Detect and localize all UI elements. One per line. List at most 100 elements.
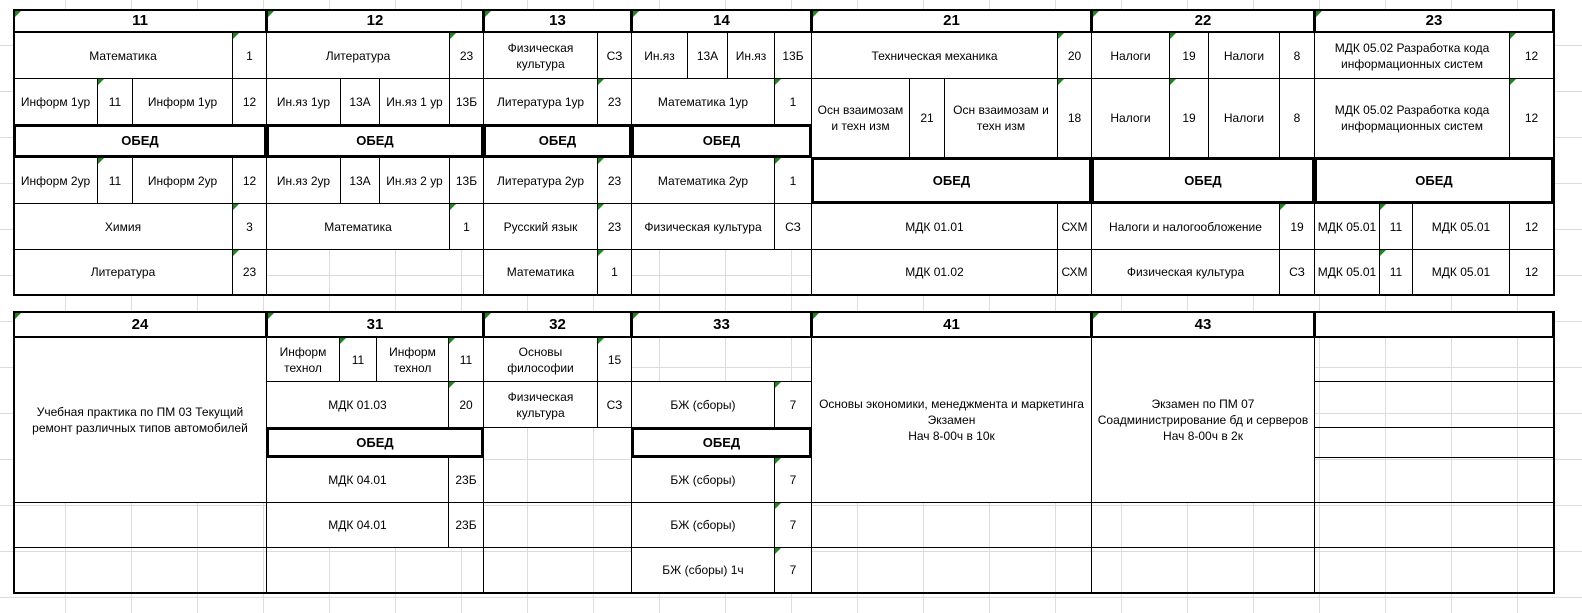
- cell[interactable]: Техническая механика: [811, 32, 1058, 79]
- cell[interactable]: СЗ: [597, 381, 632, 428]
- cell[interactable]: 21: [909, 78, 945, 158]
- group-header[interactable]: 14: [631, 9, 812, 33]
- lunch-break-cell[interactable]: ОБЕД: [631, 124, 812, 158]
- cell[interactable]: 3: [232, 203, 267, 250]
- empty-cell[interactable]: [483, 502, 632, 548]
- cell[interactable]: Литература 2ур: [483, 157, 598, 204]
- cell[interactable]: Математика 1ур: [631, 78, 775, 125]
- cell[interactable]: Ин.яз 2ур: [266, 157, 341, 204]
- cell[interactable]: 12: [1509, 249, 1554, 295]
- cell[interactable]: 19: [1169, 78, 1209, 158]
- group-header[interactable]: 24: [13, 311, 267, 338]
- cell[interactable]: Налоги: [1091, 32, 1170, 79]
- lunch-break-cell[interactable]: ОБЕД: [1314, 157, 1554, 204]
- lunch-break-cell[interactable]: ОБЕД: [13, 124, 267, 158]
- empty-cell[interactable]: [1314, 547, 1554, 593]
- group-header[interactable]: 23: [1314, 9, 1554, 33]
- exam-cell[interactable]: Основы экономики, менеджмента и маркетин…: [811, 337, 1092, 503]
- cell[interactable]: БЖ (сборы): [631, 502, 775, 548]
- cell[interactable]: Математика 2ур: [631, 157, 775, 204]
- cell[interactable]: Налоги: [1208, 32, 1280, 79]
- cell[interactable]: Информ 2ур: [13, 157, 98, 204]
- cell[interactable]: Физическая культура: [483, 32, 598, 79]
- cell[interactable]: Литература: [266, 32, 450, 79]
- cell[interactable]: БЖ (сборы) 1ч: [631, 547, 775, 593]
- group-header[interactable]: 33: [631, 311, 812, 338]
- lunch-break-cell[interactable]: ОБЕД: [483, 124, 632, 158]
- cell[interactable]: 11: [339, 337, 377, 382]
- empty-cell[interactable]: [811, 547, 1092, 593]
- cell[interactable]: Налоги и налогообложение: [1091, 203, 1280, 250]
- lunch-break-cell[interactable]: ОБЕД: [811, 157, 1092, 204]
- cell[interactable]: 11: [97, 157, 133, 204]
- empty-cell[interactable]: [631, 249, 812, 295]
- empty-cell[interactable]: [1314, 337, 1554, 382]
- group-header[interactable]: 11: [13, 9, 267, 33]
- empty-cell[interactable]: [483, 427, 632, 503]
- cell[interactable]: Осн взаимозам и техн изм: [811, 78, 910, 158]
- empty-cell[interactable]: [266, 547, 484, 593]
- cell[interactable]: 1: [774, 78, 812, 125]
- cell[interactable]: 12: [1509, 78, 1554, 158]
- cell[interactable]: 23: [597, 78, 632, 125]
- cell[interactable]: МДК 01.01: [811, 203, 1058, 250]
- cell[interactable]: Физическая культура: [1091, 249, 1280, 295]
- cell[interactable]: 23: [449, 32, 484, 79]
- group-header[interactable]: 21: [811, 9, 1092, 33]
- cell[interactable]: МДК 05.01: [1412, 203, 1510, 250]
- cell[interactable]: Ин.яз 1ур: [266, 78, 341, 125]
- lunch-break-cell[interactable]: ОБЕД: [266, 427, 484, 458]
- cell[interactable]: 15: [597, 337, 632, 382]
- cell[interactable]: Литература: [13, 249, 233, 295]
- cell[interactable]: Информ 1ур: [13, 78, 98, 125]
- group-header[interactable]: 13: [483, 9, 632, 33]
- empty-cell[interactable]: [13, 502, 267, 548]
- group-header[interactable]: 22: [1091, 9, 1315, 33]
- cell[interactable]: Информ 2ур: [132, 157, 233, 204]
- cell[interactable]: Осн взаимозам и техн изм: [944, 78, 1058, 158]
- empty-cell[interactable]: [1314, 502, 1554, 548]
- cell[interactable]: Налоги: [1208, 78, 1280, 158]
- cell[interactable]: 8: [1279, 32, 1315, 79]
- empty-cell[interactable]: [1091, 547, 1315, 593]
- cell[interactable]: 13А: [340, 157, 380, 204]
- cell[interactable]: 11: [448, 337, 484, 382]
- cell[interactable]: 23: [597, 203, 632, 250]
- cell[interactable]: Налоги: [1091, 78, 1170, 158]
- exam-cell[interactable]: Экзамен по ПМ 07 Соадминистрирование бд …: [1091, 337, 1315, 503]
- cell[interactable]: Русский язык: [483, 203, 598, 250]
- cell[interactable]: 1: [449, 203, 484, 250]
- cell[interactable]: СЗ: [774, 203, 812, 250]
- cell[interactable]: 13Б: [449, 157, 484, 204]
- cell[interactable]: МДК 05.02 Разработка кода информационных…: [1314, 32, 1510, 79]
- cell[interactable]: Физическая культура: [483, 381, 598, 428]
- cell[interactable]: 13Б: [449, 78, 484, 125]
- cell[interactable]: 1: [774, 157, 812, 204]
- cell[interactable]: Математика: [13, 32, 233, 79]
- cell[interactable]: Химия: [13, 203, 233, 250]
- cell[interactable]: 1: [232, 32, 267, 79]
- group-header[interactable]: 41: [811, 311, 1092, 338]
- cell[interactable]: Ин.яз 2 ур: [379, 157, 450, 204]
- group-header[interactable]: 12: [266, 9, 484, 33]
- cell[interactable]: 11: [97, 78, 133, 125]
- cell[interactable]: Математика: [266, 203, 450, 250]
- empty-cell[interactable]: [1314, 427, 1554, 458]
- cell[interactable]: 23: [597, 157, 632, 204]
- practice-cell[interactable]: Учебная практика по ПМ 03 Текущий ремонт…: [13, 337, 267, 503]
- cell[interactable]: СХМ: [1057, 203, 1092, 250]
- cell[interactable]: 20: [448, 381, 484, 428]
- cell[interactable]: 12: [1509, 203, 1554, 250]
- empty-cell[interactable]: [1314, 457, 1554, 503]
- cell[interactable]: Информ 1ур: [132, 78, 233, 125]
- cell[interactable]: 23: [232, 249, 267, 295]
- group-header[interactable]: 31: [266, 311, 484, 338]
- lunch-break-cell[interactable]: ОБЕД: [1091, 157, 1315, 204]
- cell[interactable]: 12: [232, 78, 267, 125]
- cell[interactable]: МДК 05.01: [1412, 249, 1510, 295]
- cell[interactable]: СХМ: [1057, 249, 1092, 295]
- cell[interactable]: БЖ (сборы): [631, 381, 775, 428]
- cell[interactable]: 7: [774, 502, 812, 548]
- cell[interactable]: Математика: [483, 249, 598, 295]
- cell[interactable]: 18: [1057, 78, 1092, 158]
